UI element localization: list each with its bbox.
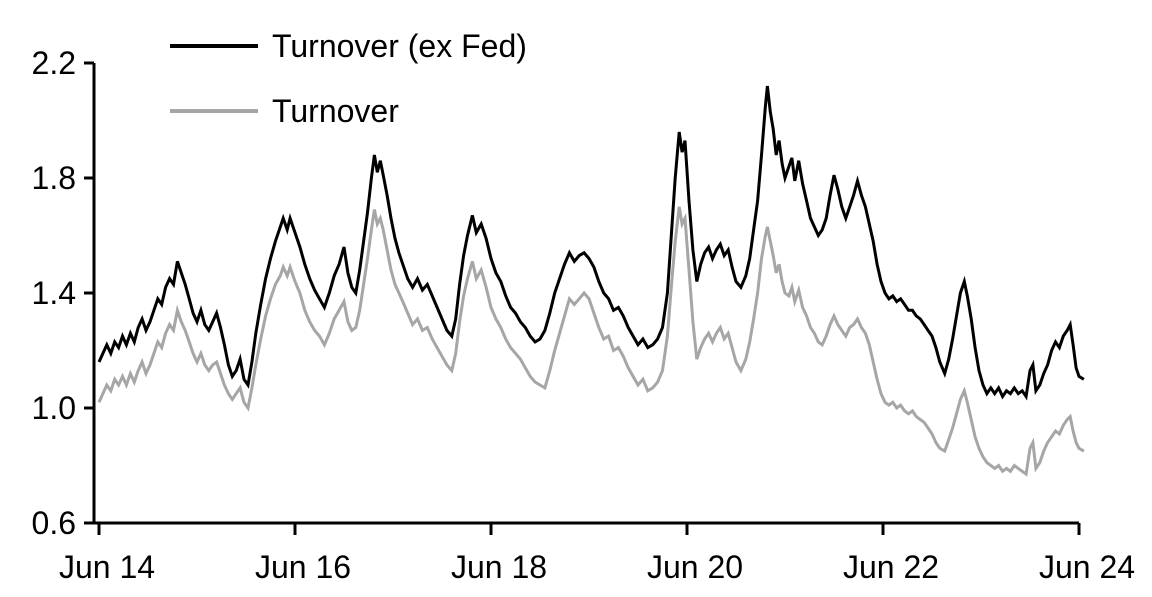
x-tick-label: Jun 18 [451,549,547,585]
y-tick-label: 2.2 [32,45,76,81]
x-tick-label: Jun 24 [1039,549,1135,585]
y-tick-label: 1.4 [32,275,76,311]
legend: Turnover (ex Fed) Turnover [170,28,527,129]
x-tick-label: Jun 20 [647,549,743,585]
x-tick-label: Jun 22 [843,549,939,585]
y-tick-label: 1.8 [32,160,76,196]
legend-label-turnover: Turnover [272,93,399,129]
y-tick-label: 1.0 [32,390,76,426]
x-tick-label: Jun 14 [59,549,155,585]
axes [84,61,1081,535]
series-lines [97,85,1085,477]
legend-label-turnover-ex-fed: Turnover (ex Fed) [272,28,527,64]
series-line-turnover-ex-fed [97,85,1085,401]
y-tick-label: 0.6 [32,505,76,541]
series-line-turnover [97,206,1085,477]
axis-labels: 0.6 1.0 1.4 1.8 2.2 Jun 14 Jun 16 Jun 18 Jun 20 J… [32,45,1136,585]
x-tick-label: Jun 16 [255,549,351,585]
